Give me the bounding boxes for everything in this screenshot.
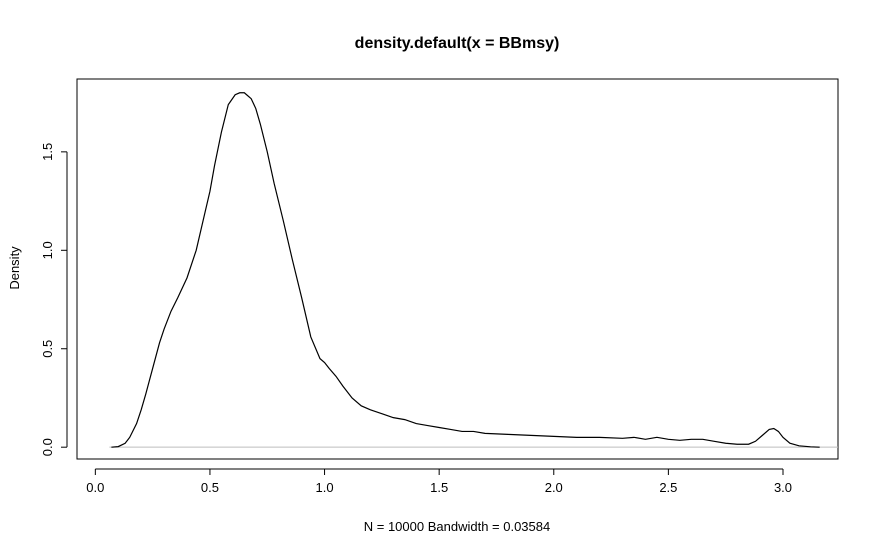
x-tick-label: 3.0: [774, 480, 792, 495]
x-axis: 0.0 0.5 1.0 1.5 2.0 2.5 3.0: [86, 468, 792, 495]
x-axis-label: N = 10000 Bandwidth = 0.03584: [364, 519, 550, 534]
x-tick-label: 1.5: [430, 480, 448, 495]
x-tick-label: 2.0: [545, 480, 563, 495]
x-tick-label: 0.0: [86, 480, 104, 495]
y-tick-label: 1.0: [40, 241, 55, 259]
x-tick-label: 2.5: [659, 480, 677, 495]
x-tick-label: 1.0: [316, 480, 334, 495]
y-tick-label: 0.0: [40, 438, 55, 456]
y-tick-label: 1.5: [40, 143, 55, 161]
density-curve: [111, 92, 820, 448]
y-axis-label: Density: [7, 246, 22, 290]
y-tick-label: 0.5: [40, 340, 55, 358]
chart-title: density.default(x = BBmsy): [355, 35, 560, 52]
x-tick-label: 0.5: [201, 480, 219, 495]
plot-frame: [76, 78, 839, 460]
y-axis: 0.0 0.5 1.0 1.5: [40, 143, 68, 456]
